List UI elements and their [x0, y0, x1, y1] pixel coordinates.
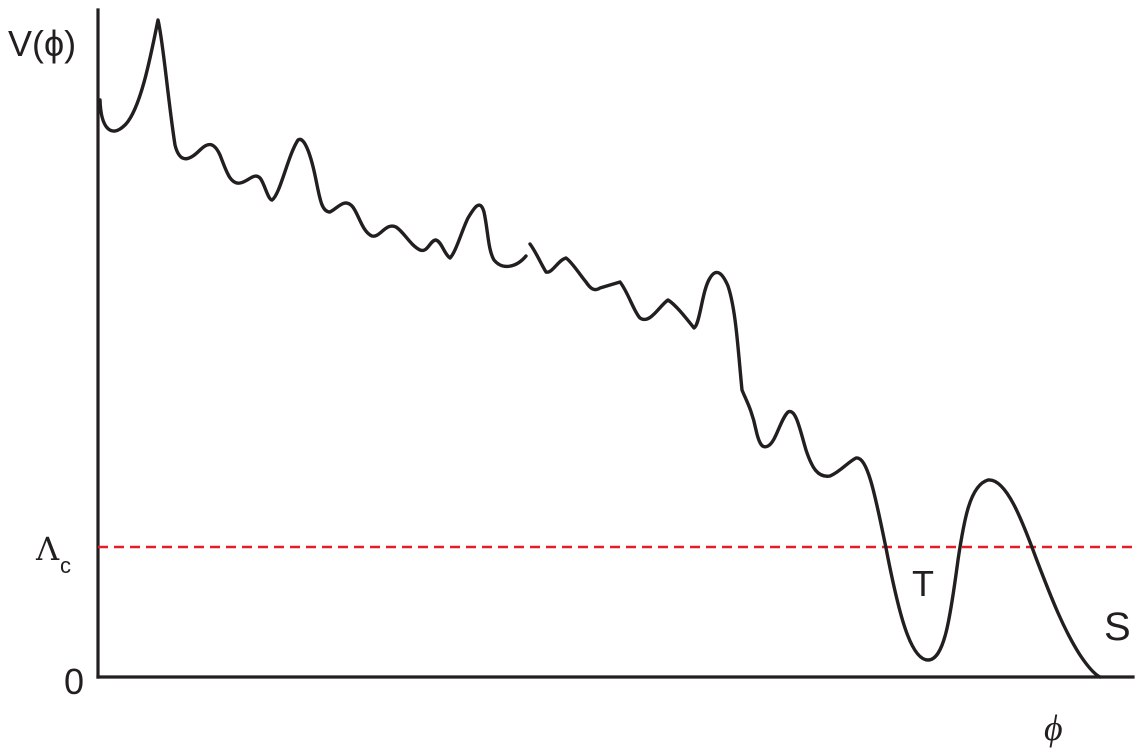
lambda-c-subscript: c [60, 553, 71, 578]
well-label-t: T [912, 563, 934, 604]
lambda-c-label: Λ [35, 530, 60, 568]
y-axis-label: V(ϕ) [8, 23, 76, 64]
potential-curve [98, 18, 1102, 679]
x-axis-label: ϕ [1044, 708, 1063, 748]
well-label-s: S [1104, 605, 1131, 649]
origin-label: 0 [64, 661, 84, 702]
